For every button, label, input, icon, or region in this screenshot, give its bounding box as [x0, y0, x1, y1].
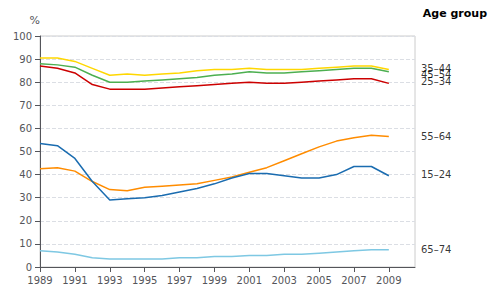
svg-text:70: 70: [19, 100, 32, 111]
svg-text:%: %: [30, 14, 40, 27]
svg-text:1995: 1995: [132, 275, 157, 286]
svg-text:50: 50: [19, 146, 32, 157]
svg-text:1999: 1999: [202, 275, 227, 286]
svg-text:1989: 1989: [27, 275, 52, 286]
svg-text:80: 80: [19, 77, 32, 88]
svg-text:2007: 2007: [341, 275, 366, 286]
svg-text:90: 90: [19, 54, 32, 65]
svg-text:65–74: 65–74: [421, 244, 451, 255]
svg-text:45–54: 45–54: [421, 68, 452, 80]
svg-text:60: 60: [19, 123, 32, 134]
svg-text:15–24: 15–24: [421, 169, 451, 180]
svg-text:25–34: 25–34: [421, 76, 451, 87]
svg-text:2001: 2001: [237, 275, 262, 286]
svg-text:2005: 2005: [306, 275, 331, 286]
svg-text:2009: 2009: [376, 275, 401, 286]
svg-text:1997: 1997: [167, 275, 192, 286]
svg-text:100: 100: [13, 31, 32, 42]
svg-text:55–64: 55–64: [421, 131, 451, 142]
svg-text:0: 0: [26, 262, 32, 273]
svg-text:40: 40: [19, 169, 32, 180]
svg-text:2003: 2003: [271, 275, 296, 286]
svg-text:30: 30: [19, 192, 32, 203]
svg-text:1993: 1993: [97, 275, 122, 286]
svg-text:10: 10: [19, 238, 32, 249]
svg-text:1991: 1991: [62, 275, 87, 286]
svg-text:20: 20: [19, 215, 32, 226]
svg-text:Age group: Age group: [423, 7, 487, 20]
